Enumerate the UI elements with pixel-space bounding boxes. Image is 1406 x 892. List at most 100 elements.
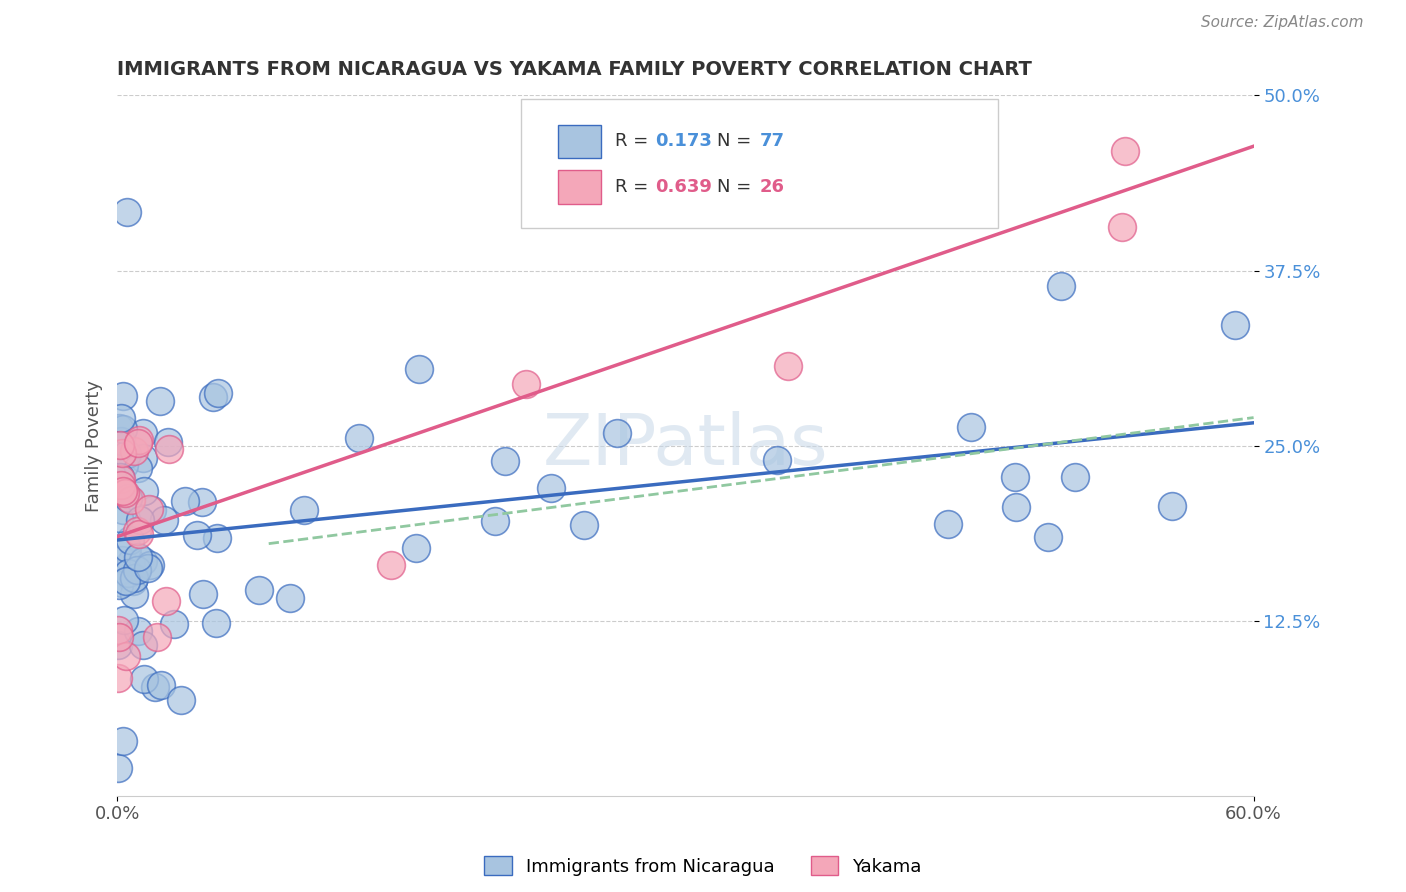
Point [110,411,132,425]
Point [122,574,145,588]
Point [1064,470,1087,484]
Point [138,502,160,516]
Point [1111,219,1133,234]
Point [125,524,148,538]
Point [1223,318,1246,332]
Text: IMMIGRANTS FROM NICARAGUA VS YAKAMA FAMILY POVERTY CORRELATION CHART: IMMIGRANTS FROM NICARAGUA VS YAKAMA FAMI… [117,60,1032,78]
Point [405,541,427,555]
Point [515,377,537,392]
Point [107,578,129,592]
Point [132,673,155,687]
Point [111,576,134,591]
Point [108,421,131,435]
Point [112,613,135,627]
Point [484,514,506,528]
Point [170,692,193,706]
Text: N =: N = [717,132,758,150]
Point [278,591,301,605]
Text: R =: R = [614,132,654,150]
Point [122,444,145,458]
Point [107,638,129,652]
Point [128,433,150,447]
Point [380,558,402,572]
Point [155,594,177,608]
Point [1005,500,1028,515]
Point [120,555,142,569]
Point [1036,530,1059,544]
Point [122,571,145,585]
Point [111,422,134,436]
Point [347,430,370,444]
Point [108,630,131,644]
Point [494,454,516,468]
Point [540,481,562,495]
Point [127,624,149,639]
Point [936,516,959,531]
Bar [558,170,602,204]
Point [127,461,149,475]
Point [117,491,139,505]
Point [1050,279,1073,293]
Point [115,447,138,461]
Text: 77: 77 [759,132,785,150]
Point [111,389,134,403]
Point [1114,145,1136,159]
Point [132,451,155,466]
Point [107,671,129,685]
Point [186,528,208,542]
Point [132,484,155,499]
Point [606,425,628,440]
Point [132,425,155,440]
Point [120,533,142,548]
Point [111,483,134,498]
Point [766,453,789,467]
Point [108,511,131,525]
Text: 0.173: 0.173 [655,132,711,150]
Bar [558,125,602,159]
Point [778,359,800,374]
Point [572,518,595,533]
Point [156,434,179,449]
Y-axis label: Family Poverty: Family Poverty [86,380,103,512]
Point [107,624,129,638]
Point [128,513,150,527]
Point [107,761,129,775]
Point [110,478,132,492]
Point [111,502,134,516]
Point [149,678,172,692]
Point [115,541,138,556]
Point [114,574,136,589]
Text: R =: R = [614,178,654,196]
Point [136,561,159,575]
Point [117,566,139,580]
Point [139,558,162,572]
Point [124,587,146,601]
Point [207,386,229,401]
Point [205,532,228,546]
Point [127,436,149,450]
Point [108,470,131,484]
Point [190,495,212,509]
Point [149,393,172,408]
Text: 0.639: 0.639 [655,178,711,196]
Point [1161,499,1184,513]
Point [247,583,270,598]
FancyBboxPatch shape [520,99,998,228]
Point [1004,470,1026,484]
Point [960,420,983,434]
Text: ZIPatlas: ZIPatlas [543,411,828,480]
Point [205,616,228,631]
Point [146,630,169,644]
Point [111,553,134,567]
Text: Source: ZipAtlas.com: Source: ZipAtlas.com [1201,15,1364,29]
Point [143,680,166,694]
Point [125,563,148,577]
Point [108,438,131,452]
Point [117,204,139,219]
Point [132,639,155,653]
Point [201,390,224,404]
Point [141,503,163,517]
Point [110,434,132,448]
Point [127,550,149,565]
Legend: Immigrants from Nicaragua, Yakama: Immigrants from Nicaragua, Yakama [477,849,929,883]
